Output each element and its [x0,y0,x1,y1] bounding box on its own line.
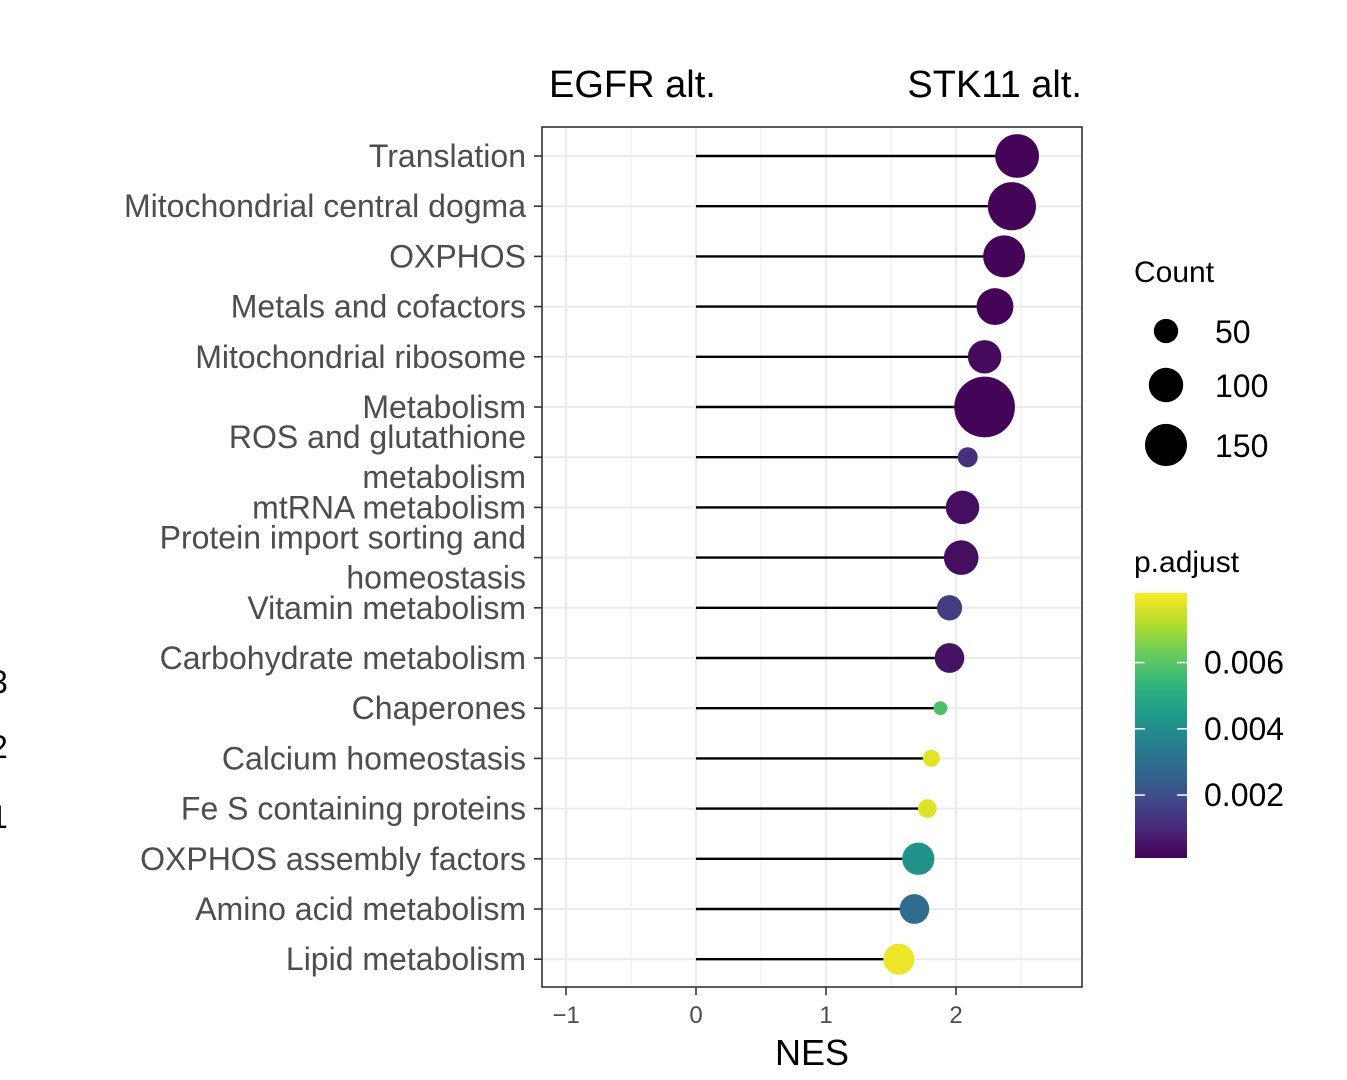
y-tick-label: Carbohydrate metabolism [160,640,526,676]
y-tick-label: Vitamin metabolism [247,590,526,626]
x-axis-title: NES [775,1032,849,1073]
y-tick-label: Metabolism [362,389,526,425]
right-panel-title: STK11 alt. [907,64,1082,106]
lollipop-dot [934,643,965,673]
size-legend-label: 50 [1215,314,1251,350]
size-legend: Count 50 100 150 [1134,256,1268,467]
color-legend-label: 0.004 [1204,711,1284,747]
x-axis-ticks: −1 0 1 2 [552,987,963,1029]
color-bar [1135,593,1187,858]
lollipop-dot [943,540,979,575]
lollipop-dot [983,235,1026,278]
lollipop-dot [936,595,963,621]
clipped-edge-fragments: 3 2 1 [0,664,8,835]
size-legend-label: 100 [1215,368,1268,404]
lollipop-dot [883,943,915,975]
y-tick-label: Chaperones [352,690,526,726]
y-tick-label: Protein import sorting and [160,520,526,556]
y-tick-label: Mitochondrial ribosome [195,339,526,375]
y-tick-label: Fe S containing proteins [181,791,526,827]
y-tick-label: metabolism [362,459,526,495]
lollipop-dot [933,701,948,716]
x-tick-label: 1 [819,1002,832,1029]
y-tick-label: ROS and glutathione [229,419,526,455]
lollipop-dot [899,894,930,924]
color-legend: p.adjust 0.006 0.004 0.002 [1134,546,1284,858]
y-tick-label: OXPHOS [389,238,526,274]
size-legend-key [1153,318,1179,344]
left-panel-title: EGFR alt. [549,64,716,106]
y-tick-label: homeostasis [346,560,526,596]
lollipop-dots [883,134,1040,975]
size-legend-key [1148,367,1184,403]
y-tick-label: Translation [369,138,526,174]
clipped-edge-fragment: 1 [0,799,8,835]
clipped-edge-fragment: 3 [0,664,8,700]
clipped-edge-fragment: 2 [0,729,8,765]
y-tick-label: Calcium homeostasis [222,740,526,776]
lollipop-dot [954,376,1015,438]
y-tick-label: Amino acid metabolism [195,891,526,927]
lollipop-stems [696,154,1018,961]
y-axis-ticks: Translation Mitochondrial central dogma OX… [124,138,542,977]
y-tick-label: OXPHOS assembly factors [140,841,526,877]
lollipop-dot [967,340,1002,374]
color-legend-title: p.adjust [1134,546,1240,579]
x-tick-label: 0 [689,1002,702,1029]
y-tick-label: Lipid metabolism [286,941,526,977]
x-tick-label: −1 [552,1002,579,1029]
size-legend-key [1144,423,1188,467]
lollipop-dot [995,134,1040,178]
y-tick-label: mtRNA metabolism [252,489,526,525]
lollipop-dot [987,182,1036,231]
size-legend-title: Count [1134,256,1215,289]
lollipop-dot [918,799,937,818]
y-tick-label: Mitochondrial central dogma [124,188,526,224]
color-legend-label: 0.006 [1204,645,1284,681]
y-tick-label: Metals and cofactors [231,289,526,325]
lollipop-dot [976,288,1014,326]
lollipop-dot [922,749,940,767]
lollipop-dot [945,490,980,525]
size-legend-label: 150 [1215,428,1268,464]
lollipop-dot [902,842,935,875]
color-legend-label: 0.002 [1204,777,1284,813]
x-tick-label: 2 [949,1002,962,1029]
lollipop-dot [957,447,978,468]
